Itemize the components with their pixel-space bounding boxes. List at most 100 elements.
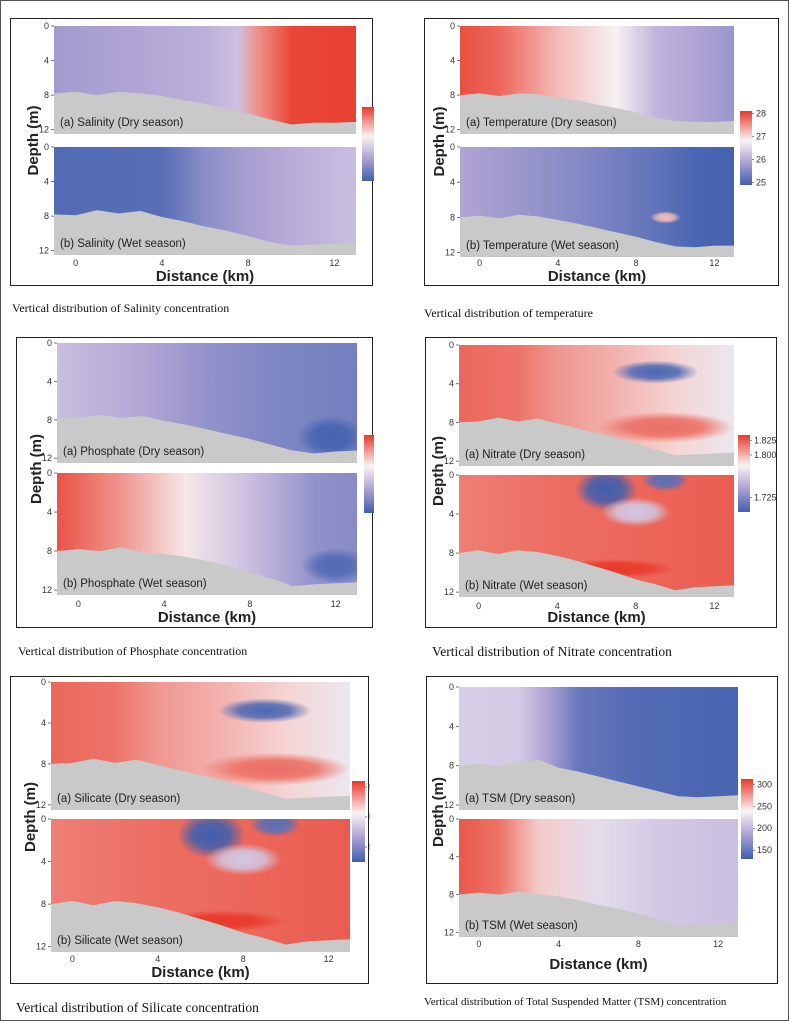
temperature-ytick-label: 8 [450,90,455,100]
tsm-xtick-label: 4 [556,939,561,949]
silicate-bathymetry [51,900,350,952]
silicate-colorbar [352,781,365,862]
tsm-xtick-label: 12 [713,939,723,949]
phosphate-anomaly [301,548,357,584]
nitrate-colorbar-label: 1.725 [754,493,777,503]
nitrate-figure: (a) Nitrate (Dry season) 0 4 8 12 (b) Nitrate… [425,337,777,628]
temperature-chart: (a) Temperature (Dry season) 0 4 8 12 (b) Tem… [431,21,766,285]
phosphate-ytick-label: 4 [47,376,52,386]
nitrate-colorbar [738,435,750,512]
salinity-xlabel: Distance (km) [156,268,254,285]
silicate-xtick-label: 12 [324,954,334,964]
tsm-panel-wet: (b) TSM (Wet season) 0 4 8 12 [444,814,738,937]
nitrate-panel-wet: (b) Nitrate (Wet season) 0 4 8 12 [444,470,734,597]
nitrate-ytick-label: 4 [449,509,454,519]
tsm-colorbar [741,779,753,859]
temperature-panel-dry: (a) Temperature (Dry season) 0 4 8 12 [445,21,734,135]
salinity-ytick-label: 8 [44,211,49,221]
nitrate-bathymetry [459,417,734,466]
phosphate-colorbar [364,435,374,513]
temperature-colorbar-label: 25 [756,178,766,188]
tsm-figure: (a) TSM (Dry season) 0 4 8 12 (b) TSM (Wet se… [426,676,778,984]
salinity-panel-label: (b) Salinity (Wet season) [60,238,186,250]
phosphate-ytick-label: 0 [47,338,52,348]
phosphate-xtick-label: 4 [162,599,167,609]
tsm-bathymetry [459,891,738,937]
salinity-ytick-label: 8 [44,90,49,100]
salinity-bathymetry [54,91,356,134]
tsm-panel-label: (b) TSM (Wet season) [465,920,578,932]
temperature-ytick-label: 12 [445,248,455,258]
phosphate-ytick-label: 4 [47,507,52,517]
temperature-figure: (a) Temperature (Dry season) 0 4 8 12 (b) Tem… [424,18,779,286]
salinity-ytick-label: 0 [44,21,49,31]
phosphate-panel-wet: (b) Phosphate (Wet season) 0 4 8 12 [42,468,357,595]
nitrate-ytick-label: 12 [444,587,454,597]
phosphate-xtick-label: 12 [331,599,341,609]
nitrate-bathymetry [459,550,734,597]
tsm-xtick-label: 8 [636,939,641,949]
temperature-ytick-label: 4 [450,56,455,66]
tsm-ytick-label: 4 [449,721,454,731]
tsm-colorbar-label: 150 [757,845,772,855]
phosphate-ytick-label: 8 [47,415,52,425]
salinity-colorbar [362,107,374,181]
temperature-colorbar-label: 26 [756,155,766,165]
temperature-panel-label: (a) Temperature (Dry season) [466,117,617,129]
silicate-ylabel: Depth (m) [22,782,39,852]
silicate-ytick-label: 4 [41,857,46,867]
salinity-xtick-label: 4 [159,258,164,268]
salinity-figure: (a) Salinity (Dry season) 0 4 8 12 (b) Salini… [10,18,374,286]
salinity-ytick-label: 0 [44,142,49,152]
temperature-ylabel: Depth (m) [431,107,448,177]
phosphate-caption: Vertical distribution of Phosphate conce… [18,644,248,658]
tsm-ytick-label: 0 [449,814,454,824]
nitrate-ylabel: Depth (m) [430,436,447,506]
tsm-xlabel: Distance (km) [549,956,647,973]
tsm-panel-label: (a) TSM (Dry season) [465,793,576,805]
tsm-ytick-label: 8 [449,890,454,900]
silicate-panel-label: (a) Silicate (Dry season) [57,793,181,805]
temperature-xtick-label: 8 [634,258,639,268]
phosphate-ytick-label: 12 [42,585,52,595]
temperature-xtick-label: 12 [709,258,719,268]
silicate-ytick-label: 0 [41,814,46,824]
nitrate-ytick-label: 0 [449,340,454,350]
tsm-ytick-label: 8 [449,761,454,771]
nitrate-ytick-label: 8 [449,548,454,558]
nitrate-ytick-label: 8 [449,417,454,427]
silicate-xtick-label: 4 [155,954,160,964]
temperature-ytick-label: 0 [450,142,455,152]
temperature-panel-label: (b) Temperature (Wet season) [466,240,619,252]
temperature-ytick-label: 0 [450,21,455,31]
salinity-panel-dry: (a) Salinity (Dry season) 0 4 8 12 [39,21,356,135]
nitrate-xtick-label: 8 [633,601,638,611]
salinity-panel-wet: (b) Salinity (Wet season) 0 4 8 12 [39,142,356,256]
nitrate-ytick-label: 4 [449,379,454,389]
nitrate-colorbar-label: 1.800 [754,450,777,460]
phosphate-bathymetry [57,547,357,595]
phosphate-xlabel: Distance (km) [158,609,256,626]
nitrate-colorbar-label: 1.825 [754,436,777,446]
temperature-colorbar-label: 28 [756,108,766,118]
tsm-ytick-label: 12 [444,800,454,810]
salinity-xtick-label: 8 [246,258,251,268]
nitrate-anomaly [596,411,734,443]
tsm-chart: (a) TSM (Dry season) 0 4 8 12 (b) TSM (Wet se… [430,682,772,973]
phosphate-ytick-label: 0 [47,468,52,478]
silicate-ytick-label: 8 [41,899,46,909]
tsm-xtick-label: 0 [476,939,481,949]
tsm-ytick-label: 4 [449,852,454,862]
silicate-panel-wet: (b) Silicate (Wet season) 0 4 8 12 [36,814,350,952]
tsm-caption: Vertical distribution of Total Suspended… [424,996,727,1008]
phosphate-ytick-label: 8 [47,546,52,556]
nitrate-ytick-label: 0 [449,470,454,480]
nitrate-anomaly [612,360,699,384]
temperature-bathymetry [460,214,734,257]
silicate-xlabel: Distance (km) [151,964,249,981]
nitrate-xtick-label: 12 [709,601,719,611]
temperature-bathymetry [460,93,734,134]
